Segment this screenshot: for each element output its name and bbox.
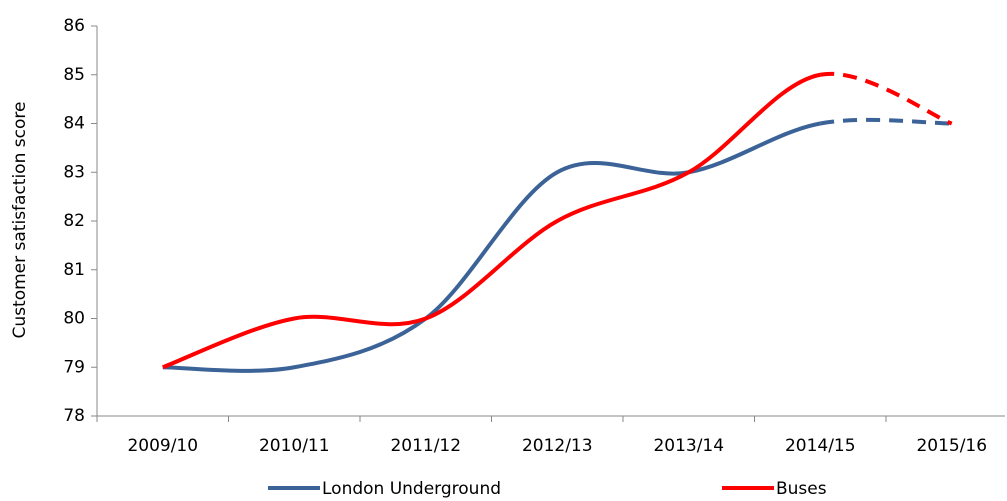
x-tick-label: 2014/15 bbox=[785, 436, 856, 456]
y-tick-label: 85 bbox=[63, 65, 85, 85]
series-line bbox=[162, 72, 821, 370]
series-line-dashed bbox=[819, 117, 952, 126]
y-tick-label: 83 bbox=[63, 162, 85, 182]
x-tick-label: 2010/11 bbox=[259, 436, 330, 456]
x-tick-label: 2009/10 bbox=[127, 436, 198, 456]
legend-label: Buses bbox=[776, 479, 827, 499]
y-axis-label: Customer satisfaction score bbox=[10, 102, 30, 339]
x-tick-label: 2011/12 bbox=[390, 436, 461, 456]
x-tick-label: 2012/13 bbox=[522, 436, 593, 456]
x-tick-label: 2013/14 bbox=[653, 436, 724, 456]
y-tick-label: 80 bbox=[63, 309, 85, 329]
legend-label: London Underground bbox=[322, 479, 501, 499]
series-line-dashed bbox=[819, 71, 953, 126]
y-tick-label: 81 bbox=[63, 260, 85, 280]
y-tick-label: 84 bbox=[63, 114, 85, 134]
x-tick-label: 2015/16 bbox=[916, 436, 987, 456]
y-tick-label: 82 bbox=[63, 211, 85, 231]
series-line bbox=[162, 121, 821, 373]
y-tick-label: 78 bbox=[63, 406, 85, 426]
y-tick-label: 79 bbox=[63, 357, 85, 377]
y-tick-label: 86 bbox=[63, 16, 85, 36]
